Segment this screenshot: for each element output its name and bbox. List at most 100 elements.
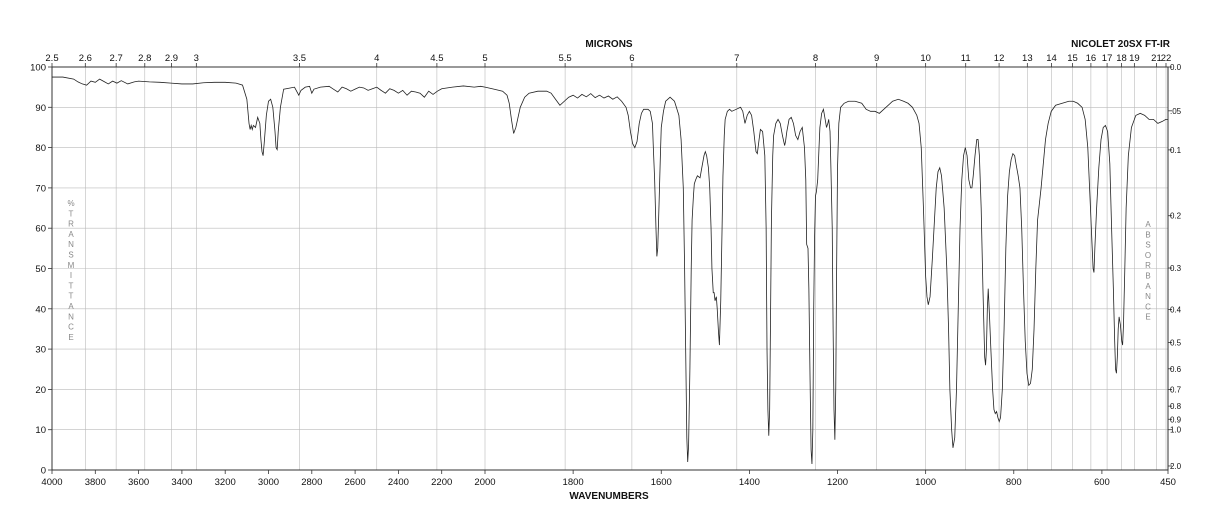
micron-tick-label: 5.5 bbox=[559, 53, 572, 64]
wavenumber-tick-label: 800 bbox=[1006, 477, 1022, 488]
micron-tick-label: 2.9 bbox=[165, 53, 178, 64]
micron-tick-label: 10 bbox=[920, 53, 931, 64]
wavenumber-tick-label: 2400 bbox=[388, 477, 409, 488]
transmittance-label-letter: E bbox=[68, 333, 73, 342]
wavenumber-tick-label: 4000 bbox=[41, 477, 62, 488]
micron-tick-label: 4 bbox=[374, 53, 379, 64]
transmittance-tick-label: 50 bbox=[35, 264, 46, 275]
micron-tick-labels: 2.5 2.6 2.7 2.8 2.9 3 3.5 4 4.5 5 5.5 6 7 8 9 10 11 12 13 1… bbox=[45, 53, 1171, 67]
wavenumber-tick-label: 450 bbox=[1160, 477, 1176, 488]
wavenumber-tick-label: 1400 bbox=[739, 477, 760, 488]
chart-grid bbox=[51, 66, 1168, 471]
absorbance-label-letter: R bbox=[1145, 261, 1151, 270]
micron-tick-label: 7 bbox=[734, 53, 739, 64]
transmittance-label-letter: A bbox=[68, 230, 74, 239]
instrument-label: NICOLET 20SX FT-IR bbox=[1071, 39, 1171, 50]
wavenumber-tick-label: 3200 bbox=[215, 477, 236, 488]
transmittance-label-letter: T bbox=[69, 292, 74, 301]
transmittance-label-letter: N bbox=[68, 312, 74, 321]
micron-tick-label: 8 bbox=[813, 53, 818, 64]
transmittance-label-letter: A bbox=[68, 302, 74, 311]
absorbance-tick-label: 1.0 bbox=[1170, 426, 1182, 435]
wavenumber-tick-label: 1200 bbox=[827, 477, 848, 488]
absorbance-tick-label: 0.6 bbox=[1170, 365, 1182, 374]
transmittance-tick-label: 90 bbox=[35, 103, 46, 114]
wavenumber-tick-label: 2200 bbox=[431, 477, 452, 488]
transmittance-spectrum-line bbox=[52, 76, 1168, 464]
absorbance-tick-label: 0.1 bbox=[1170, 146, 1182, 155]
transmittance-tick-labels: 0 10 20 30 40 50 60 70 80 90 100 bbox=[30, 63, 52, 477]
absorbance-tick-label: 0.5 bbox=[1170, 339, 1182, 348]
transmittance-label-letter: S bbox=[68, 251, 73, 260]
transmittance-tick-label: 10 bbox=[35, 425, 46, 436]
wavenumber-tick-label: 3800 bbox=[85, 477, 106, 488]
microns-axis-title: MICRONS bbox=[585, 39, 633, 50]
transmittance-label-letter: R bbox=[68, 220, 74, 229]
micron-tick-label: 2.7 bbox=[110, 53, 123, 64]
transmittance-tick-label: 0 bbox=[41, 466, 46, 477]
micron-tick-label: 16 bbox=[1086, 53, 1097, 64]
absorbance-tick-label: 0.4 bbox=[1170, 306, 1182, 315]
absorbance-label-letter: O bbox=[1145, 251, 1151, 260]
wavenumber-tick-labels: 4000 3800 3600 3400 3200 3000 2800 2600 2400 2200… bbox=[41, 470, 1176, 488]
micron-tick-label: 21 bbox=[1151, 53, 1162, 64]
transmittance-label-letter: % bbox=[67, 199, 74, 208]
micron-tick-label: 18 bbox=[1116, 53, 1127, 64]
micron-tick-label: 22 bbox=[1161, 53, 1172, 64]
absorbance-tick-label: .05 bbox=[1170, 107, 1182, 116]
wavenumber-tick-label: 3600 bbox=[128, 477, 149, 488]
absorbance-tick-label: 0.9 bbox=[1170, 415, 1182, 424]
micron-tick-label: 2.6 bbox=[79, 53, 92, 64]
wavenumber-tick-label: 3000 bbox=[258, 477, 279, 488]
micron-tick-label: 17 bbox=[1102, 53, 1113, 64]
micron-tick-label: 2.8 bbox=[138, 53, 151, 64]
transmittance-label-letter: T bbox=[69, 281, 74, 290]
micron-tick-label: 13 bbox=[1022, 53, 1033, 64]
transmittance-label-letter: N bbox=[68, 240, 74, 249]
micron-tick-label: 5 bbox=[482, 53, 487, 64]
absorbance-tick-label: 0.2 bbox=[1170, 212, 1182, 221]
transmittance-tick-label: 40 bbox=[35, 304, 46, 315]
absorbance-tick-label: 0.8 bbox=[1170, 402, 1182, 411]
transmittance-tick-label: 70 bbox=[35, 183, 46, 194]
absorbance-tick-label: 0.3 bbox=[1170, 264, 1182, 273]
transmittance-tick-label: 30 bbox=[35, 345, 46, 356]
transmittance-label-letter: I bbox=[70, 271, 72, 280]
absorbance-tick-label: 0.0 bbox=[1170, 63, 1182, 72]
micron-tick-label: 3 bbox=[194, 53, 199, 64]
micron-tick-label: 3.5 bbox=[293, 53, 306, 64]
absorbance-label-letter: A bbox=[1145, 220, 1151, 229]
transmittance-label-letter: C bbox=[68, 323, 74, 332]
micron-tick-label: 6 bbox=[629, 53, 634, 64]
wavenumber-tick-label: 2800 bbox=[301, 477, 322, 488]
wavenumber-tick-label: 1600 bbox=[651, 477, 672, 488]
micron-tick-label: 19 bbox=[1129, 53, 1140, 64]
absorbance-label-letter: S bbox=[1145, 241, 1150, 250]
micron-tick-label: 9 bbox=[874, 53, 879, 64]
wavenumber-tick-label: 600 bbox=[1094, 477, 1110, 488]
wavenumbers-axis-title: WAVENUMBERS bbox=[569, 491, 649, 502]
micron-tick-label: 11 bbox=[961, 53, 971, 64]
wavenumber-tick-label: 2600 bbox=[345, 477, 366, 488]
absorbance-tick-labels: 0.0 .05 0.1 0.2 0.3 0.4 0.5 0.6 0.7 0.8 0.9 1.0 2.0 bbox=[1168, 63, 1182, 471]
absorbance-label-letter: B bbox=[1145, 230, 1150, 239]
wavenumber-tick-label: 2000 bbox=[474, 477, 495, 488]
micron-tick-label: 15 bbox=[1067, 53, 1078, 64]
micron-tick-label: 2.5 bbox=[45, 53, 58, 64]
transmittance-label-letter: M bbox=[68, 261, 75, 270]
transmittance-tick-label: 100 bbox=[30, 63, 46, 74]
absorbance-label-letter: C bbox=[1145, 302, 1151, 311]
wavenumber-tick-label: 3400 bbox=[171, 477, 192, 488]
transmittance-tick-label: 20 bbox=[35, 385, 46, 396]
micron-tick-label: 4.5 bbox=[430, 53, 443, 64]
wavenumber-tick-label: 1000 bbox=[915, 477, 936, 488]
absorbance-label-letter: E bbox=[1145, 313, 1150, 322]
transmittance-label-letter: T bbox=[69, 209, 74, 218]
wavenumber-tick-label: 1800 bbox=[563, 477, 584, 488]
absorbance-label-letter: B bbox=[1145, 272, 1150, 281]
transmittance-tick-label: 80 bbox=[35, 143, 46, 154]
micron-tick-label: 14 bbox=[1046, 53, 1057, 64]
